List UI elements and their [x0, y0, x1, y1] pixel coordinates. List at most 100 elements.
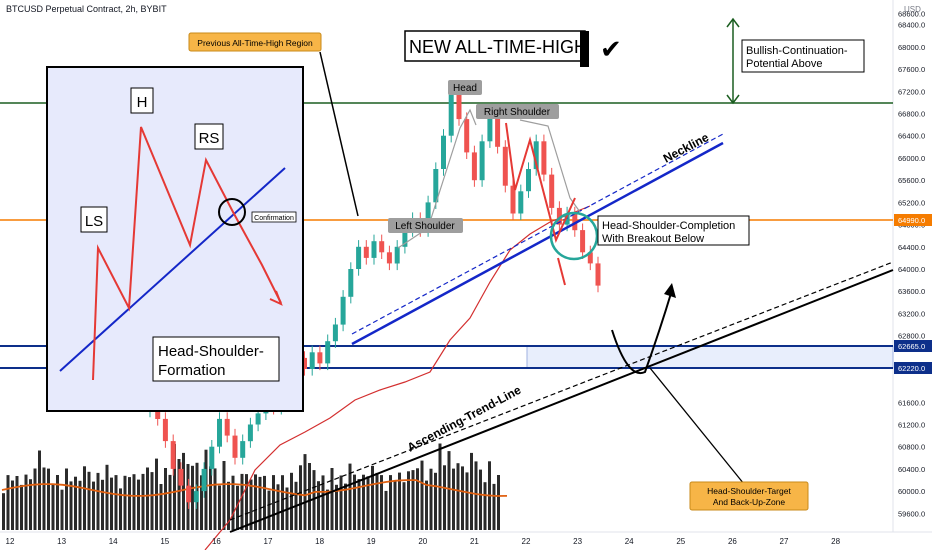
neckline — [351, 141, 724, 346]
price-tick-label: 68000.0 — [898, 43, 925, 52]
volume-bar — [357, 479, 361, 530]
volume-bar — [254, 474, 257, 530]
price-tick-label: 67600.0 — [898, 65, 925, 74]
volume-bar — [101, 479, 104, 530]
candle-body — [556, 207, 562, 225]
volume-bar — [344, 483, 347, 530]
candle-body — [471, 152, 477, 181]
volume-bar — [150, 472, 154, 530]
volume-bar — [402, 482, 406, 530]
time-axis-label: 14 — [109, 537, 118, 546]
volume-bar — [123, 475, 127, 530]
volume-bars — [2, 443, 500, 530]
candle-body — [363, 246, 369, 258]
ath-title-cursor — [580, 31, 589, 67]
time-axis-label: 26 — [728, 537, 737, 546]
volume-bar — [353, 474, 356, 530]
bullish-callout — [741, 39, 865, 73]
volume-bar — [141, 473, 145, 530]
time-axis-label: 20 — [418, 537, 427, 546]
inset-panel: LS H RS Confirmation Head-Shoulder- Form… — [46, 66, 304, 412]
volume-bar — [335, 484, 338, 530]
target-callout — [689, 481, 809, 511]
price-tick-label: 68400.0 — [898, 21, 925, 30]
time-axis-label: 21 — [470, 537, 479, 546]
left-shoulder-label-box — [388, 218, 463, 233]
volume-bar — [303, 454, 307, 530]
volume-bar — [474, 461, 478, 530]
candle-body — [178, 468, 184, 486]
left-shoulder-label: Left Shoulder — [395, 221, 455, 232]
volume-bar — [483, 482, 487, 530]
volume-bar — [398, 472, 401, 530]
volume-bar — [105, 464, 109, 530]
volume-bar — [24, 474, 28, 530]
candle-body — [371, 241, 377, 258]
volume-bar — [218, 485, 221, 530]
bullish-callout-line2: Potential Above — [746, 58, 822, 70]
inset-rs-label: RS — [199, 130, 220, 147]
candle-body — [348, 269, 354, 297]
volume-bar — [384, 490, 388, 530]
candle-body — [549, 174, 555, 208]
candle-body — [247, 424, 253, 442]
volume-bar — [56, 475, 59, 530]
candle-body — [425, 202, 431, 231]
price-tick-label: 64400.0 — [898, 243, 925, 252]
volume-bar — [119, 488, 122, 530]
candle-body — [464, 119, 470, 153]
volume-bar — [425, 480, 428, 530]
target-callout-pointer — [649, 367, 745, 485]
inset-ls-box — [80, 206, 108, 233]
time-axis-labels: 12 13 14 15 16 17 18 19 20 21 22 23 24 25 26 27 28 — [6, 537, 841, 546]
inset-title-box — [152, 336, 280, 382]
prev-ath-callout-pointer — [319, 51, 359, 217]
currency-label: USD — [904, 5, 921, 14]
volume-bar — [2, 493, 5, 530]
volume-bar — [213, 468, 217, 530]
candle-body — [162, 418, 168, 442]
candle-body — [232, 435, 238, 458]
volume-bar — [87, 471, 91, 530]
volume-bar — [416, 468, 419, 530]
candle-body — [518, 191, 524, 214]
target-callout-line2: And Back-Up-Zone — [713, 497, 786, 507]
volume-bar — [456, 463, 460, 530]
candle-body — [193, 491, 199, 503]
price-tick-label: 66400.0 — [898, 132, 925, 141]
volume-bar — [281, 475, 284, 530]
volume-ma — [1, 479, 508, 497]
volume-bar — [317, 481, 320, 530]
price-tick-label: 60800.0 — [898, 443, 925, 452]
candle-body — [510, 185, 516, 214]
volume-bar — [393, 480, 397, 530]
volume-bar — [308, 463, 311, 530]
candle-body — [209, 446, 215, 469]
candle-body — [309, 352, 315, 369]
price-ma-line — [204, 205, 591, 551]
volume-bar — [227, 481, 230, 530]
time-axis-label: 24 — [625, 537, 634, 546]
volume-bar — [429, 468, 433, 530]
volume-bar — [164, 468, 167, 530]
completion-callout-line1: Head-Shoulder-Completion — [602, 220, 735, 232]
volume-bar — [29, 479, 32, 530]
volume-bar — [452, 468, 455, 530]
time-axis-label: 19 — [367, 537, 376, 546]
volume-bar — [168, 474, 172, 530]
time-axis-bg[interactable] — [0, 532, 932, 550]
price-axis-bg[interactable] — [893, 0, 932, 532]
inset-rs-box — [194, 123, 224, 150]
candle-body — [340, 296, 346, 325]
volume-bar — [146, 467, 149, 530]
candle-body — [325, 341, 331, 364]
candle-body — [356, 246, 362, 269]
candle-body — [526, 169, 531, 192]
price-tick-label: 61200.0 — [898, 421, 925, 430]
price-highlight-label: 64990.0 — [898, 216, 925, 225]
volume-bar — [470, 452, 473, 530]
volume-bar — [132, 474, 136, 530]
candle-body — [580, 230, 586, 253]
